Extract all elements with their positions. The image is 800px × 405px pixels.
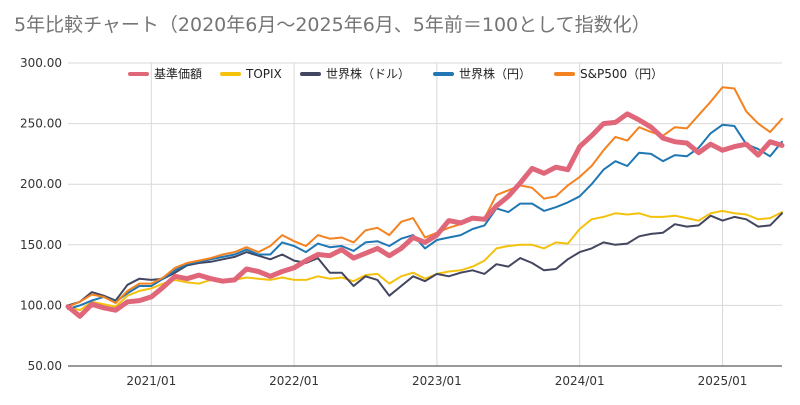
legend: 基準価額 TOPIX 世界株（ドル） 世界株（円） S&P500（円） xyxy=(128,66,663,81)
series-line-3 xyxy=(67,123,783,310)
y-tick-label: 100.00 xyxy=(20,298,62,312)
series-lines xyxy=(65,86,785,319)
y-axis: 50.00 100.00 150.00 200.00 250.00 300.00 xyxy=(20,56,62,373)
legend-label: TOPIX xyxy=(245,67,282,81)
legend-label: 世界株（ドル） xyxy=(326,66,410,81)
y-tick-label: 300.00 xyxy=(20,56,62,70)
series-line-0 xyxy=(65,111,785,319)
x-tick-label: 2025/01 xyxy=(698,374,748,388)
x-tick-label: 2021/01 xyxy=(126,374,176,388)
legend-label: 基準価額 xyxy=(154,66,202,81)
x-tick-label: 2023/01 xyxy=(412,374,462,388)
y-tick-label: 50.00 xyxy=(28,359,62,373)
legend-item-1: TOPIX xyxy=(220,67,282,81)
grid-lines xyxy=(68,62,782,367)
legend-label: 世界株（円） xyxy=(459,66,531,81)
series-line-1 xyxy=(67,209,783,312)
x-tick-label: 2022/01 xyxy=(269,374,319,388)
chart-title: 5年比較チャート（2020年6月〜2025年6月、5年前＝100として指数化） xyxy=(14,14,651,36)
legend-item-3: 世界株（円） xyxy=(433,66,531,81)
y-tick-label: 250.00 xyxy=(20,117,62,131)
y-tick-label: 200.00 xyxy=(20,177,62,191)
legend-item-4: S&P500（円） xyxy=(554,67,663,81)
x-axis: 2021/01 2022/01 2023/01 2024/01 2025/01 xyxy=(126,374,747,388)
x-tick-label: 2024/01 xyxy=(555,374,605,388)
legend-item-0: 基準価額 xyxy=(128,66,202,81)
legend-item-2: 世界株（ドル） xyxy=(300,66,410,81)
y-tick-label: 150.00 xyxy=(20,238,62,252)
legend-label: S&P500（円） xyxy=(580,67,663,81)
series-line-2 xyxy=(67,212,783,307)
